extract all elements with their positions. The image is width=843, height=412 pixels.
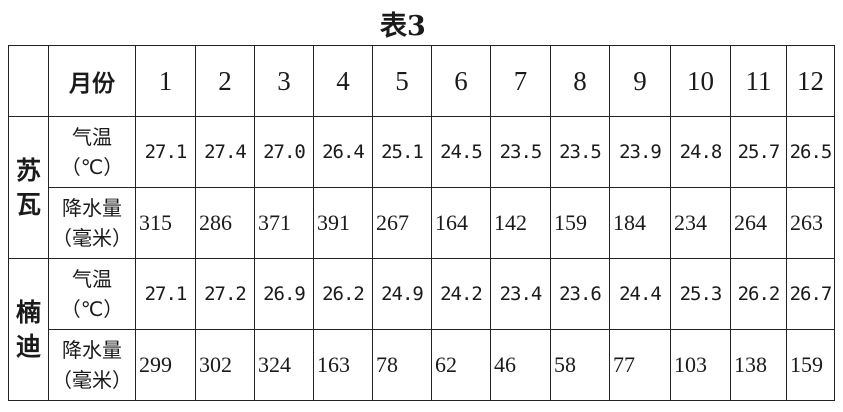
precipitation-cell: 62 xyxy=(431,329,491,401)
precipitation-cell: 184 xyxy=(609,187,671,259)
metric-label: 气温 （℃） xyxy=(48,258,136,330)
precipitation-cell: 264 xyxy=(730,187,787,259)
corner-cell xyxy=(8,45,49,117)
climate-table: 月份 1 2 3 4 5 6 7 8 9 10 11 12 苏瓦 气温 （℃） 27.1 27.4 27.0 26… xyxy=(8,45,835,401)
precipitation-cell: 58 xyxy=(550,329,610,401)
metric-unit: （℃） xyxy=(60,297,124,321)
month-header: 7 xyxy=(490,45,551,117)
metric-unit: （℃） xyxy=(60,155,124,179)
table-row: 降水量 （毫米） 299 302 324 163 78 62 46 58 77 103 138 159 xyxy=(9,329,835,401)
precipitation-cell: 142 xyxy=(490,187,551,259)
precipitation-cell: 159 xyxy=(786,329,835,401)
metric-label: 气温 （℃） xyxy=(48,116,136,188)
temperature-cell: 26.5 xyxy=(786,116,835,188)
temperature-cell: 27.1 xyxy=(135,258,196,330)
temperature-cell: 25.1 xyxy=(372,116,432,188)
precipitation-cell: 164 xyxy=(431,187,491,259)
temperature-cell: 27.0 xyxy=(254,116,314,188)
month-header: 9 xyxy=(609,45,671,117)
temperature-cell: 27.2 xyxy=(195,258,255,330)
temperature-cell: 26.4 xyxy=(313,116,373,188)
table-title: 表3 xyxy=(380,11,426,42)
month-header: 5 xyxy=(372,45,432,117)
precipitation-cell: 324 xyxy=(254,329,314,401)
temperature-cell: 27.1 xyxy=(135,116,196,188)
metric-label: 降水量 （毫米） xyxy=(48,329,136,401)
metric-name: 降水量 xyxy=(62,196,122,220)
table-row: 降水量 （毫米） 315 286 371 391 267 164 142 159 184 234 264… xyxy=(9,187,835,259)
month-header: 4 xyxy=(313,45,373,117)
precipitation-cell: 371 xyxy=(254,187,314,259)
precipitation-cell: 263 xyxy=(786,187,835,259)
month-header: 1 xyxy=(135,45,196,117)
month-label: 月份 xyxy=(48,45,136,117)
precipitation-cell: 77 xyxy=(609,329,671,401)
temperature-cell: 24.5 xyxy=(431,116,491,188)
precipitation-cell: 159 xyxy=(550,187,610,259)
temperature-cell: 24.2 xyxy=(431,258,491,330)
precipitation-cell: 267 xyxy=(372,187,432,259)
precipitation-cell: 163 xyxy=(313,329,373,401)
table-row: 苏瓦 气温 （℃） 27.1 27.4 27.0 26.4 25.1 24.5 23.5 23.5 2… xyxy=(8,116,835,259)
city-name: 楠迪 xyxy=(8,258,49,401)
temperature-cell: 26.2 xyxy=(730,258,787,330)
metric-unit: （毫米） xyxy=(52,368,132,392)
month-header: 12 xyxy=(786,45,835,117)
precipitation-cell: 302 xyxy=(195,329,255,401)
metric-label: 降水量 （毫米） xyxy=(48,187,136,259)
precipitation-cell: 286 xyxy=(195,187,255,259)
temperature-cell: 26.9 xyxy=(254,258,314,330)
temperature-cell: 23.9 xyxy=(609,116,671,188)
metric-name: 降水量 xyxy=(62,338,122,362)
metric-name: 气温 xyxy=(72,125,112,149)
precipitation-cell: 234 xyxy=(670,187,731,259)
temperature-cell: 23.4 xyxy=(490,258,551,330)
precipitation-cell: 138 xyxy=(730,329,787,401)
month-header: 10 xyxy=(670,45,731,117)
temperature-cell: 23.5 xyxy=(550,116,610,188)
precipitation-cell: 299 xyxy=(135,329,196,401)
temperature-cell: 26.2 xyxy=(313,258,373,330)
city-name: 苏瓦 xyxy=(8,116,49,259)
temperature-cell: 25.7 xyxy=(730,116,787,188)
metric-name: 气温 xyxy=(72,267,112,291)
temperature-cell: 23.5 xyxy=(490,116,551,188)
table-row: 楠迪 气温 （℃） 27.1 27.2 26.9 26.2 24.9 24.2 23.4 23.6 2… xyxy=(8,258,835,401)
temperature-cell: 25.3 xyxy=(670,258,731,330)
precipitation-cell: 391 xyxy=(313,187,373,259)
precipitation-cell: 78 xyxy=(372,329,432,401)
temperature-cell: 24.9 xyxy=(372,258,432,330)
temperature-cell: 23.6 xyxy=(550,258,610,330)
precipitation-cell: 315 xyxy=(135,187,196,259)
precipitation-cell: 46 xyxy=(490,329,551,401)
precipitation-cell: 103 xyxy=(670,329,731,401)
temperature-cell: 27.4 xyxy=(195,116,255,188)
month-header: 8 xyxy=(550,45,610,117)
temperature-cell: 26.7 xyxy=(786,258,835,330)
month-header: 2 xyxy=(195,45,255,117)
month-header: 6 xyxy=(431,45,491,117)
month-header: 3 xyxy=(254,45,314,117)
metric-unit: （毫米） xyxy=(52,226,132,250)
month-header: 11 xyxy=(730,45,787,117)
header-row: 月份 1 2 3 4 5 6 7 8 9 10 11 12 xyxy=(8,45,835,117)
temperature-cell: 24.4 xyxy=(609,258,671,330)
temperature-cell: 24.8 xyxy=(670,116,731,188)
